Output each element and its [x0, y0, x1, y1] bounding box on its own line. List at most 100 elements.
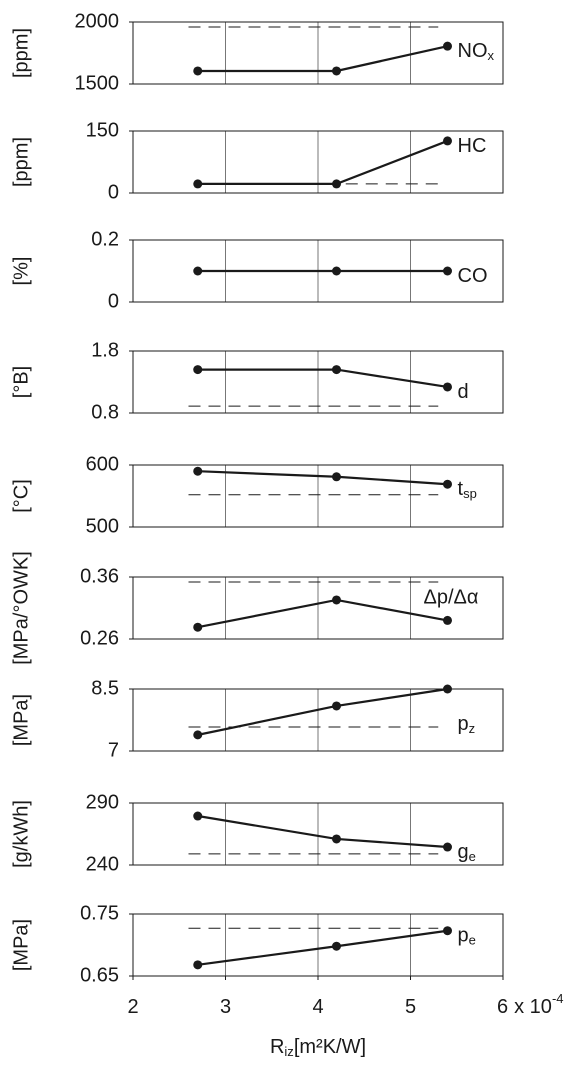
series-label: d — [458, 381, 469, 403]
series-line — [197, 929, 448, 966]
series-line — [197, 368, 448, 389]
series-label: Δp/Δα — [424, 587, 479, 609]
plot-frame — [132, 688, 504, 752]
series-line — [197, 470, 448, 486]
y-tick-label: 150 — [86, 119, 119, 141]
plot-frame — [132, 239, 504, 303]
data-point — [332, 701, 341, 711]
data-point — [332, 365, 341, 375]
data-point — [443, 382, 452, 392]
x-tick-label: 3 — [220, 996, 231, 1018]
data-point — [443, 684, 452, 694]
y-axis-label: [g/kWh] — [10, 800, 32, 868]
x-tick-label: 4 — [312, 996, 323, 1018]
series-label: p — [458, 925, 469, 947]
data-point — [193, 960, 203, 970]
series-label: NO — [458, 40, 488, 62]
series-label: HC — [458, 135, 487, 157]
y-tick-label: 600 — [86, 453, 119, 475]
x-tick-label: 6 — [497, 996, 508, 1018]
series-line — [197, 139, 448, 186]
x-tick-label: 5 — [405, 996, 416, 1018]
data-point — [193, 622, 203, 632]
y-tick-label: 0 — [108, 181, 119, 203]
series-label: p — [458, 713, 469, 735]
y-tick-label: 290 — [86, 791, 119, 813]
x-axis-label-sub: iz — [284, 1044, 293, 1059]
x-axis-label-unit: [m²K/W] — [294, 1036, 366, 1058]
data-point — [193, 730, 203, 740]
x-tick-label: 5 — [405, 996, 416, 1018]
series-label: pz — [458, 713, 476, 736]
data-point — [193, 811, 203, 821]
data-point — [332, 179, 341, 189]
data-point — [193, 266, 203, 276]
x-multiplier: x 10 — [514, 996, 552, 1018]
plot-frame — [132, 464, 504, 528]
y-axis-label: [MPa/°OWK] — [10, 551, 32, 665]
y-tick-label: 0 — [108, 290, 119, 312]
y-tick-label: 0.2 — [91, 228, 119, 250]
data-point — [332, 834, 341, 844]
data-point — [443, 266, 452, 276]
plot-frame — [132, 21, 504, 85]
series-line — [197, 687, 448, 736]
y-axis-label: [MPa] — [10, 694, 32, 746]
series-label: CO — [458, 265, 488, 287]
plot-frame — [132, 350, 504, 414]
x-axis-label: Riz[m²K/W] — [270, 1036, 366, 1059]
series-label: d — [458, 381, 469, 403]
series-label: Δp/Δα — [424, 587, 479, 609]
data-point — [443, 136, 452, 146]
data-point — [443, 479, 452, 489]
series-label: NOx — [458, 40, 495, 63]
plot-frame — [132, 802, 504, 866]
y-axis-label: [ppm] — [10, 28, 32, 78]
y-tick-label: 0.8 — [91, 401, 119, 423]
series-line — [197, 814, 448, 849]
series-label-sub: x — [488, 49, 495, 64]
series-label-sub: e — [469, 933, 476, 948]
x-axis-label: R — [270, 1036, 284, 1058]
data-point — [443, 926, 452, 936]
y-axis-label: [°C] — [10, 479, 32, 513]
series-label-sub: z — [469, 721, 476, 736]
series-label: ge — [458, 841, 476, 864]
data-point — [193, 466, 203, 476]
y-tick-label: 0.75 — [80, 902, 119, 924]
x-tick-label: 2 — [127, 996, 138, 1018]
series-label: CO — [458, 265, 488, 287]
series-label: HC — [458, 135, 487, 157]
series-line — [197, 598, 448, 629]
y-tick-label: 8.5 — [91, 677, 119, 699]
series-label-sub: sp — [463, 487, 477, 502]
plot-frame — [132, 576, 504, 640]
plot-frame — [132, 913, 504, 977]
x-tick-label: 4 — [312, 996, 323, 1018]
data-point — [193, 66, 203, 76]
y-tick-label: 0.65 — [80, 964, 119, 986]
data-point — [332, 941, 341, 951]
data-point — [332, 266, 341, 276]
y-tick-label: 240 — [86, 853, 119, 875]
data-point — [332, 472, 341, 482]
x-tick-label: 3 — [220, 996, 231, 1018]
y-tick-label: 0.26 — [80, 627, 119, 649]
series-label: g — [458, 841, 469, 863]
data-point — [443, 615, 452, 625]
y-axis-label: [ppm] — [10, 137, 32, 187]
series-label: t — [458, 479, 464, 501]
data-point — [332, 66, 341, 76]
series-label: tsp — [458, 479, 477, 502]
y-tick-label: 1.8 — [91, 339, 119, 361]
series-label: pe — [458, 925, 476, 948]
data-point — [332, 595, 341, 605]
data-point — [193, 179, 203, 189]
series-label-sub: e — [469, 849, 476, 864]
y-axis-label: [°B] — [10, 366, 32, 398]
data-point — [193, 365, 203, 375]
y-tick-label: 1500 — [75, 72, 120, 94]
x-tick-label: 6 x 10-4 — [497, 991, 564, 1018]
y-tick-label: 7 — [108, 739, 119, 761]
